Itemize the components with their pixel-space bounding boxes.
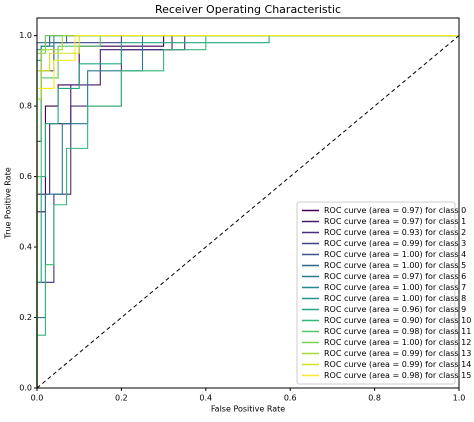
x-tick-label: 0.6 <box>284 394 297 403</box>
chart-title: Receiver Operating Characteristic <box>155 3 341 16</box>
y-tick-label: 0.0 <box>19 384 32 393</box>
legend-label: ROC curve (area = 0.96) for class 9 <box>324 305 466 314</box>
legend-label: ROC curve (area = 0.98) for class 15 <box>324 371 471 380</box>
legend-label: ROC curve (area = 0.90) for class 10 <box>324 316 471 325</box>
legend-label: ROC curve (area = 0.99) for class 3 <box>324 239 466 248</box>
x-tick-label: 0.0 <box>31 394 44 403</box>
x-axis-label: False Positive Rate <box>211 405 285 414</box>
roc-curve <box>36 35 459 388</box>
legend-label: ROC curve (area = 1.00) for class 4 <box>324 250 466 259</box>
legend-label: ROC curve (area = 0.99) for class 13 <box>324 349 471 358</box>
y-tick-label: 0.4 <box>19 243 32 252</box>
legend-label: ROC curve (area = 0.93) for class 2 <box>324 228 466 237</box>
x-tick-label: 1.0 <box>453 394 466 403</box>
y-tick-label: 0.6 <box>19 172 32 181</box>
roc-curve <box>36 35 459 388</box>
y-tick-label: 0.2 <box>19 313 32 322</box>
plot-frame <box>36 17 460 389</box>
x-tick-label: 0.8 <box>368 394 381 403</box>
roc-curve <box>36 35 459 388</box>
x-tick-label: 0.2 <box>115 394 128 403</box>
legend-label: ROC curve (area = 0.98) for class 11 <box>324 327 471 336</box>
y-axis-label: True Positive Rate <box>4 167 13 239</box>
legend-label: ROC curve (area = 1.00) for class 7 <box>324 283 466 292</box>
y-tick-label: 1.0 <box>19 31 32 40</box>
legend: ROC curve (area = 0.97) for class 0 ROC c… <box>296 201 471 385</box>
legend-label: ROC curve (area = 1.00) for class 8 <box>324 294 466 303</box>
legend-label: ROC curve (area = 0.97) for class 1 <box>324 217 466 226</box>
roc-curve <box>36 35 459 388</box>
legend-box <box>296 201 456 385</box>
reference-line <box>36 35 460 389</box>
legend-label: ROC curve (area = 0.99) for class 14 <box>324 360 471 369</box>
legend-label: ROC curve (area = 0.97) for class 0 <box>324 206 466 215</box>
legend-label: ROC curve (area = 1.00) for class 5 <box>324 261 466 270</box>
legend-label: ROC curve (area = 1.00) for class 12 <box>324 338 471 347</box>
roc-curve <box>36 35 459 388</box>
x-tick-label: 0.4 <box>199 394 212 403</box>
y-tick-label: 0.8 <box>19 102 32 111</box>
legend-label: ROC curve (area = 0.97) for class 6 <box>324 272 466 281</box>
